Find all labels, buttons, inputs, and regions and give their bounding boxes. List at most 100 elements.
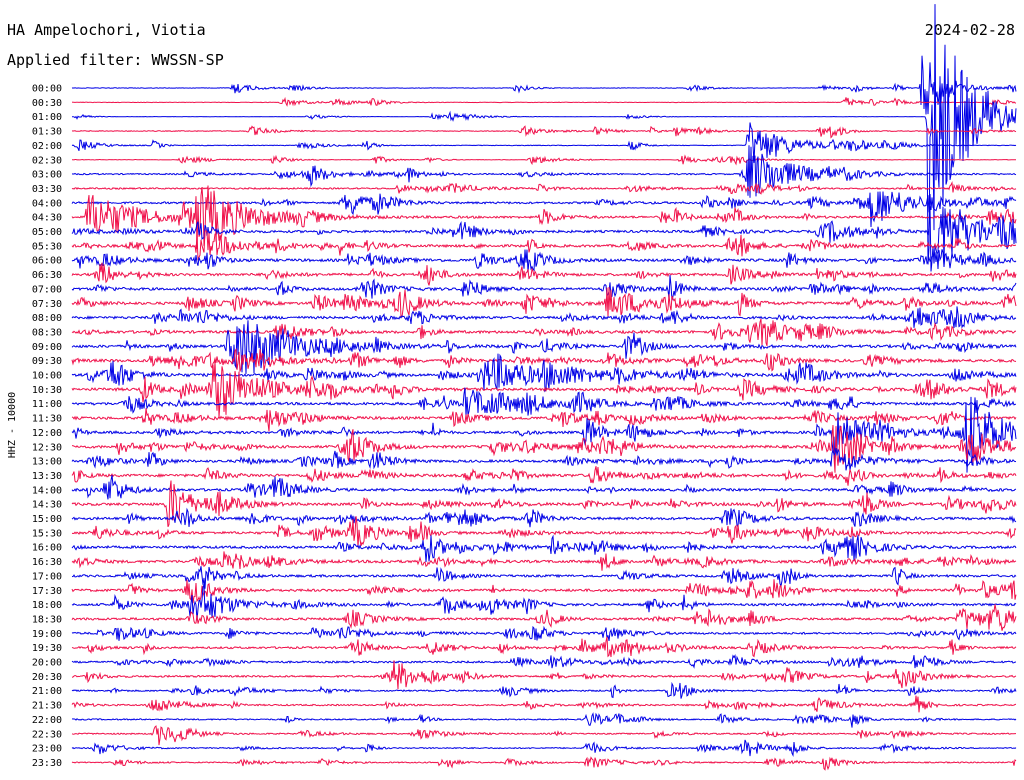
trace-row xyxy=(71,185,1017,249)
trace-row xyxy=(71,583,1017,621)
row-time-label: 02:30 xyxy=(32,155,62,166)
row-time-label: 07:30 xyxy=(32,299,62,310)
trace-row xyxy=(71,466,1017,486)
trace-row xyxy=(71,262,1017,286)
trace-row xyxy=(71,286,1017,318)
trace-row xyxy=(71,387,1017,417)
row-time-label: 15:00 xyxy=(32,514,62,525)
row-time-label: 23:00 xyxy=(32,744,62,755)
trace-row xyxy=(71,230,1017,261)
row-time-label: 17:30 xyxy=(32,586,62,597)
trace-row xyxy=(71,4,1017,265)
row-time-label: 19:30 xyxy=(32,643,62,654)
trace-row xyxy=(71,122,1017,163)
row-time-label: 11:30 xyxy=(32,414,62,425)
row-time-label: 01:00 xyxy=(32,112,62,123)
trace-row xyxy=(71,551,1017,571)
row-time-label: 04:30 xyxy=(32,213,62,224)
trace-row xyxy=(71,125,1017,139)
row-time-label: 22:00 xyxy=(32,715,62,726)
trace-row xyxy=(71,660,1017,690)
trace-row xyxy=(71,249,1017,273)
trace-row xyxy=(71,636,1017,658)
row-time-label: 13:00 xyxy=(32,457,62,468)
filter-label: Applied filter: WWSSN-SP xyxy=(7,51,224,69)
row-time-label: 15:30 xyxy=(32,528,62,539)
date-label: 2024-02-28 xyxy=(924,21,1015,39)
trace-row xyxy=(71,447,1017,471)
trace-row xyxy=(71,579,1017,604)
trace-row xyxy=(71,756,1017,771)
row-time-label: 06:00 xyxy=(32,256,62,267)
trace-row xyxy=(71,353,1017,393)
station-title: HA Ampelochori, Viotia xyxy=(7,21,206,39)
row-time-label: 00:30 xyxy=(32,98,62,109)
row-time-label: 10:30 xyxy=(32,385,62,396)
row-time-label: 05:30 xyxy=(32,241,62,252)
row-time-label: 09:00 xyxy=(32,342,62,353)
trace-row xyxy=(71,507,1017,528)
row-time-label: 00:00 xyxy=(32,84,62,95)
trace-row xyxy=(71,318,1017,346)
trace-row xyxy=(71,566,1017,589)
row-time-label: 21:00 xyxy=(32,686,62,697)
row-time-label: 10:00 xyxy=(32,371,62,382)
row-time-label: 11:00 xyxy=(32,399,62,410)
trace-row xyxy=(71,191,1017,228)
trace-row xyxy=(71,55,1017,115)
trace-row xyxy=(71,320,1017,374)
row-time-label: 08:00 xyxy=(32,313,62,324)
row-time-label: 12:30 xyxy=(32,442,62,453)
row-time-label: 02:00 xyxy=(32,141,62,152)
trace-row xyxy=(71,516,1017,548)
trace-row xyxy=(71,725,1016,746)
trace-row xyxy=(71,425,1017,473)
row-time-label: 20:30 xyxy=(32,672,62,683)
trace-row xyxy=(71,396,1017,473)
row-time-label: 16:00 xyxy=(32,543,62,554)
row-time-label: 20:00 xyxy=(32,658,62,669)
trace-row xyxy=(71,206,1017,272)
trace-row xyxy=(71,534,1017,562)
trace-row xyxy=(71,653,1017,669)
trace-row xyxy=(71,695,1017,713)
trace-row xyxy=(72,154,1016,166)
row-time-label: 03:30 xyxy=(32,184,62,195)
row-time-label: 01:30 xyxy=(32,127,62,138)
trace-row xyxy=(71,96,1017,107)
row-time-label: 18:00 xyxy=(32,600,62,611)
trace-row xyxy=(71,480,1017,527)
row-time-label: 14:30 xyxy=(32,500,62,511)
trace-row xyxy=(71,408,1017,432)
trace-row xyxy=(71,145,1017,198)
row-time-label: 08:30 xyxy=(32,327,62,338)
trace-row xyxy=(71,625,1017,641)
row-time-label: 06:30 xyxy=(32,270,62,281)
trace-row xyxy=(71,712,1017,728)
row-time-label: 12:00 xyxy=(32,428,62,439)
row-time-label: 09:30 xyxy=(32,356,62,367)
trace-row xyxy=(71,474,1017,500)
row-time-label: 19:00 xyxy=(32,629,62,640)
trace-row xyxy=(71,360,1017,418)
row-time-label: 22:30 xyxy=(32,729,62,740)
row-time-label: 17:00 xyxy=(32,571,62,582)
row-time-label: 05:00 xyxy=(32,227,62,238)
row-time-label: 03:00 xyxy=(32,170,62,181)
row-time-label: 04:00 xyxy=(32,198,62,209)
trace-row xyxy=(71,739,1017,758)
row-time-label: 21:30 xyxy=(32,701,62,712)
row-time-label: 18:30 xyxy=(32,614,62,625)
row-time-label: 16:30 xyxy=(32,557,62,568)
trace-row xyxy=(71,275,1017,301)
trace-row xyxy=(71,180,1017,195)
trace-row xyxy=(71,681,1017,699)
trace-row xyxy=(71,604,1017,631)
row-time-label: 13:30 xyxy=(32,471,62,482)
y-axis-label: HHZ - 10000 xyxy=(7,392,18,458)
row-time-label: 14:00 xyxy=(32,485,62,496)
row-time-label: 07:00 xyxy=(32,284,62,295)
trace-row xyxy=(71,306,1017,329)
row-time-label: 23:30 xyxy=(32,758,62,769)
